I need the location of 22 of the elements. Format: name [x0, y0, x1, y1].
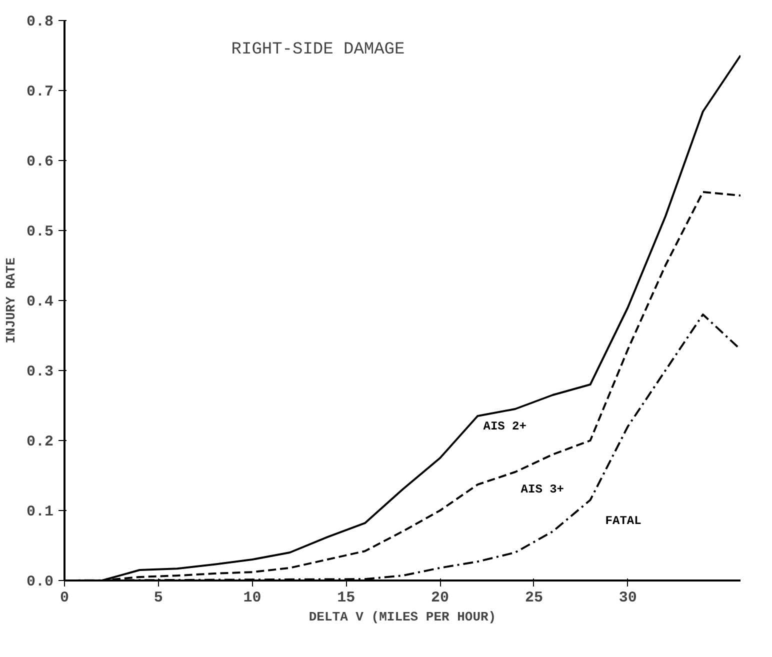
x-tick-label: 5 — [154, 590, 163, 606]
series-label: FATAL — [605, 514, 642, 528]
x-axis-title: DELTA V (MILES PER HOUR) — [308, 610, 496, 624]
x-tick-label: 25 — [524, 590, 543, 606]
text: RIGHT-SIDE DAMAGE — [231, 40, 405, 60]
y-tick-label: 0.3 — [26, 364, 54, 380]
y-tick-label: 0.8 — [26, 14, 54, 30]
y-tick-label: 0.5 — [26, 224, 54, 240]
y-tick-label: 0.4 — [26, 294, 54, 310]
x-tick-label: 20 — [431, 590, 450, 606]
x-tick-label: 30 — [618, 590, 637, 606]
y-tick-label: 0.6 — [26, 154, 54, 170]
x-tick-label: 10 — [243, 590, 262, 606]
y-tick-label: 0.2 — [26, 434, 54, 450]
y-tick-label: 0.7 — [26, 84, 54, 100]
x-tick-label: 15 — [337, 590, 356, 606]
y-tick-label: 0.0 — [26, 574, 54, 590]
series-label: AIS 3+ — [520, 482, 564, 496]
series-label: AIS 2+ — [483, 420, 526, 434]
y-tick-label: 0.1 — [26, 504, 54, 520]
x-tick-label: 0 — [60, 590, 70, 606]
y-axis-title: INJURY RATE — [3, 257, 18, 344]
